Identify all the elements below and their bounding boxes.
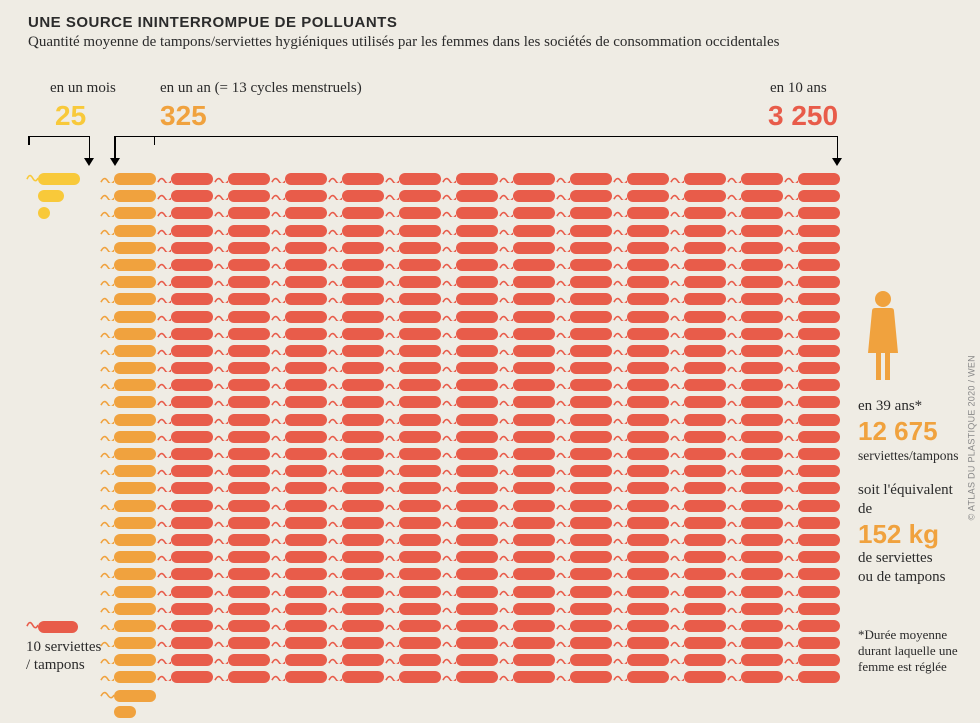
- bracket-month-stem: [89, 136, 91, 160]
- arrow-decade: [832, 158, 842, 166]
- bracket-decade-stem: [837, 136, 839, 160]
- page-title: UNE SOURCE ININTERROMPUE DE POLLUANTS: [28, 14, 397, 31]
- lifetime-note: *Durée moyenne durant laquelle une femme…: [858, 627, 968, 675]
- equiv-intro: soit l'équivalent de: [858, 481, 968, 519]
- label-year: en un an (= 13 cycles menstruels): [160, 80, 362, 97]
- lifetime-unit: serviettes/tampons: [858, 446, 968, 465]
- arrow-year: [110, 158, 120, 166]
- arrow-month: [84, 158, 94, 166]
- legend-icon: [26, 618, 78, 636]
- value-decade: 3 250: [768, 100, 838, 132]
- lifetime-weight: 152 kg: [858, 519, 968, 549]
- value-month: 25: [55, 100, 86, 132]
- lifetime-value: 12 675: [858, 416, 968, 446]
- lifetime-label: en 39 ans*: [858, 397, 968, 416]
- lifetime-panel: en 39 ans* 12 675 serviettes/tampons soi…: [858, 290, 968, 675]
- label-month: en un mois: [50, 80, 116, 97]
- lifetime-weight-unit: de serviettesou de tampons: [858, 549, 968, 587]
- legend-text: 10 serviettes/ tampons: [26, 638, 101, 674]
- page-subtitle: Quantité moyenne de tampons/serviettes h…: [28, 34, 779, 51]
- tampon-grid: [100, 172, 841, 688]
- bracket-decade: [114, 136, 838, 144]
- bracket-month: [28, 136, 90, 144]
- month-icon-stack: [26, 172, 80, 224]
- silhouette-icon: [862, 290, 904, 382]
- value-year: 325: [160, 100, 207, 132]
- label-decade: en 10 ans: [770, 80, 827, 97]
